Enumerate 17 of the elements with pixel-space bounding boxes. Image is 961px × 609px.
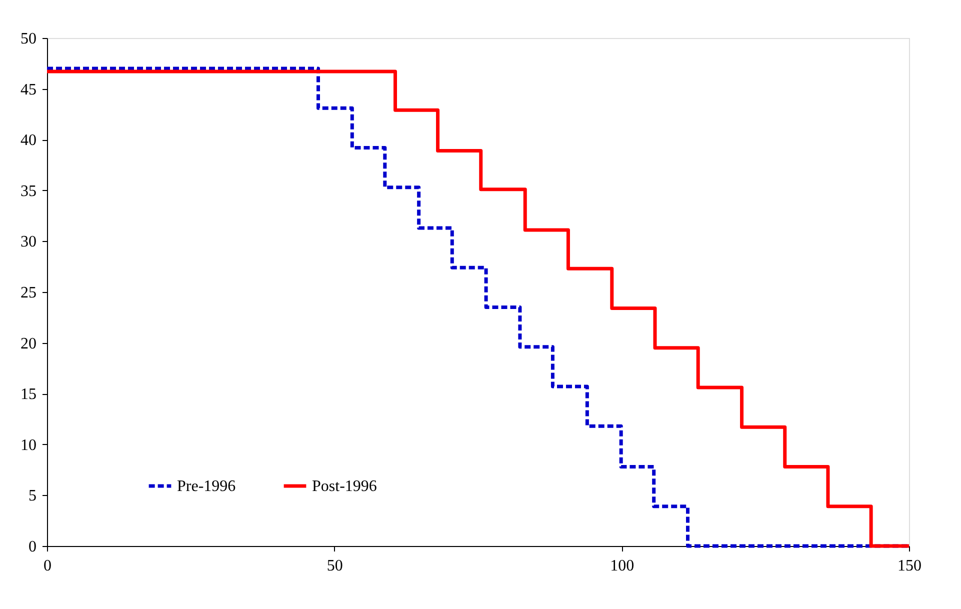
x-tick-label: 50 [326, 558, 343, 574]
y-tick-label: 15 [20, 386, 36, 404]
legend-label: Post-1996 [312, 478, 377, 495]
y-tick-label: 50 [20, 30, 36, 48]
y-tick-label: 35 [20, 182, 36, 200]
y-tick-label: 20 [20, 335, 36, 352]
x-tick-label: 100 [610, 558, 634, 574]
y-tick-label: 30 [20, 234, 36, 251]
legend-label: Pre-1996 [177, 478, 236, 495]
y-tick-label: 45 [20, 81, 36, 98]
y-tick-label: 10 [20, 436, 36, 454]
y-tick-label: 0 [28, 538, 36, 556]
y-tick-label: 5 [28, 488, 36, 505]
y-tick-label: 25 [20, 284, 36, 302]
x-tick-label: 0 [44, 558, 52, 574]
x-tick-label: 150 [898, 558, 922, 574]
y-tick-label: 40 [20, 132, 36, 150]
